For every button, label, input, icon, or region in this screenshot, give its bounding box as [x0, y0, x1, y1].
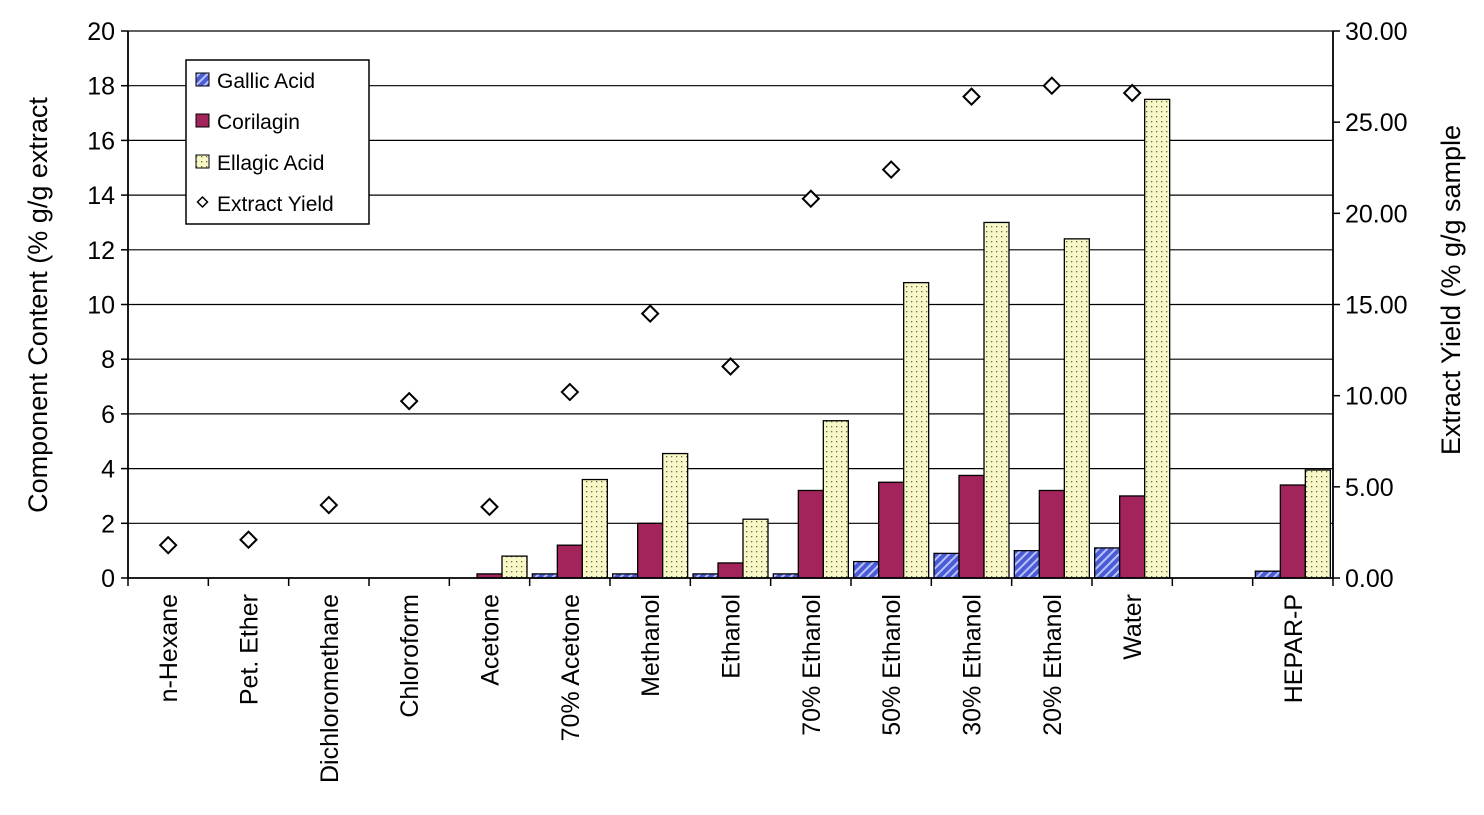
- axes: [121, 30, 1340, 586]
- point-extract-yield: [962, 87, 981, 107]
- y-tick-label: 0: [101, 565, 115, 593]
- bar-ellagic-acid: [1144, 98, 1171, 579]
- bar-ellagic-acid: [501, 555, 528, 579]
- bar-corilagin: [958, 474, 985, 579]
- point-extract-yield: [319, 495, 339, 515]
- y-tick-label: 12: [87, 237, 115, 265]
- y2-tick-label: 15.00: [1345, 292, 1408, 320]
- bar-ellagic-acid: [662, 452, 689, 579]
- bar-ellagic-acid: [1304, 469, 1331, 579]
- extract-yield-points: [158, 76, 1142, 555]
- y2-tick-label: 10.00: [1345, 383, 1408, 411]
- legend-box: [185, 59, 370, 225]
- point-extract-yield: [1122, 83, 1142, 103]
- y2-tick-label: 30.00: [1345, 18, 1408, 46]
- legend-label-ellagic-acid: Ellagic Acid: [217, 152, 324, 175]
- y-tick-label: 6: [101, 401, 115, 429]
- y-tick-label: 2: [101, 510, 115, 538]
- point-extract-yield: [560, 382, 580, 402]
- x-tick-label: 50% Ethanol: [878, 594, 906, 736]
- legend-swatch-gallic-acid: [195, 72, 210, 87]
- bar-ellagic-acid: [983, 221, 1010, 579]
- legend-label-corilagin: Corilagin: [217, 111, 300, 134]
- y2-tick-label: 20.00: [1345, 200, 1408, 228]
- bar-corilagin: [878, 481, 905, 579]
- x-tick-label: Chloroform: [396, 594, 424, 718]
- tick-labels: 0 2 4 6 8 10 12 14 16 18 20 0.00 5.00 10.00 15.00 20.00…: [87, 18, 1407, 783]
- point-extract-yield: [158, 535, 178, 555]
- legend-swatch-ellagic-acid: [195, 154, 210, 169]
- point-extract-yield: [1042, 76, 1062, 96]
- x-tick-label: Acetone: [477, 594, 505, 686]
- x-tick-label: 20% Ethanol: [1039, 594, 1067, 736]
- legend-swatch-corilagin: [195, 113, 210, 128]
- y-tick-label: 8: [101, 346, 115, 374]
- x-tick-label: n-Hexane: [155, 594, 183, 702]
- bar-gallic-acid: [853, 560, 880, 579]
- legend-label-extract-yield: Extract Yield: [217, 193, 334, 216]
- legend-label-gallic-acid: Gallic Acid: [217, 70, 315, 93]
- y2-tick-label: 25.00: [1345, 109, 1408, 137]
- point-extract-yield: [640, 304, 660, 324]
- bar-ellagic-acid: [822, 420, 849, 579]
- y2-tick-label: 5.00: [1345, 474, 1394, 502]
- bar-corilagin: [1279, 484, 1306, 579]
- point-extract-yield: [239, 530, 258, 550]
- x-tick-label: Dichloromethane: [316, 594, 344, 783]
- bar-gallic-acid: [1094, 547, 1121, 579]
- x-tick-label: HEPAR-P: [1280, 594, 1308, 703]
- x-tick-label: 70% Ethanol: [798, 594, 826, 736]
- bar-gallic-acid: [1254, 570, 1281, 579]
- point-extract-yield: [881, 160, 901, 179]
- point-extract-yield: [801, 189, 821, 209]
- bars: [476, 98, 1331, 579]
- x-tick-label: 70% Acetone: [557, 594, 585, 741]
- y-tick-label: 16: [87, 127, 115, 155]
- x-tick-label: 30% Ethanol: [959, 594, 987, 736]
- y-tick-label: 20: [87, 18, 115, 46]
- bar-ellagic-acid: [581, 478, 608, 579]
- bar-gallic-acid: [1013, 550, 1040, 579]
- x-tick-label: Ethanol: [718, 594, 746, 679]
- x-tick-label: Water: [1119, 594, 1147, 660]
- bar-corilagin: [1038, 489, 1065, 579]
- bar-corilagin: [556, 544, 583, 579]
- bar-ellagic-acid: [1063, 238, 1090, 579]
- bar-gallic-acid: [933, 552, 960, 579]
- y-tick-label: 10: [87, 292, 115, 320]
- y-tick-label: 18: [87, 73, 115, 101]
- point-extract-yield: [399, 391, 419, 411]
- y2-axis-label: Extract Yield (% g/g sample: [1436, 125, 1466, 455]
- bar-ellagic-acid: [903, 281, 930, 579]
- bar-corilagin: [797, 489, 824, 579]
- y2-tick-label: 0.00: [1345, 565, 1394, 593]
- y-tick-label: 4: [101, 456, 115, 484]
- x-tick-label: Pet. Ether: [236, 594, 264, 705]
- legend: Gallic Acid Corilagin Ellagic Acid Extra…: [185, 59, 370, 225]
- y-axis-label: Component Content (% g/g extract: [23, 97, 53, 513]
- bar-corilagin: [637, 522, 664, 579]
- y-tick-label: 14: [87, 182, 115, 210]
- x-tick-label: Methanol: [637, 594, 665, 697]
- legend-marker-extract-yield: [196, 195, 209, 209]
- bar-corilagin: [717, 562, 744, 579]
- point-extract-yield: [721, 357, 740, 376]
- bar-corilagin: [1119, 495, 1146, 579]
- point-extract-yield: [480, 497, 499, 517]
- bar-ellagic-acid: [742, 518, 769, 579]
